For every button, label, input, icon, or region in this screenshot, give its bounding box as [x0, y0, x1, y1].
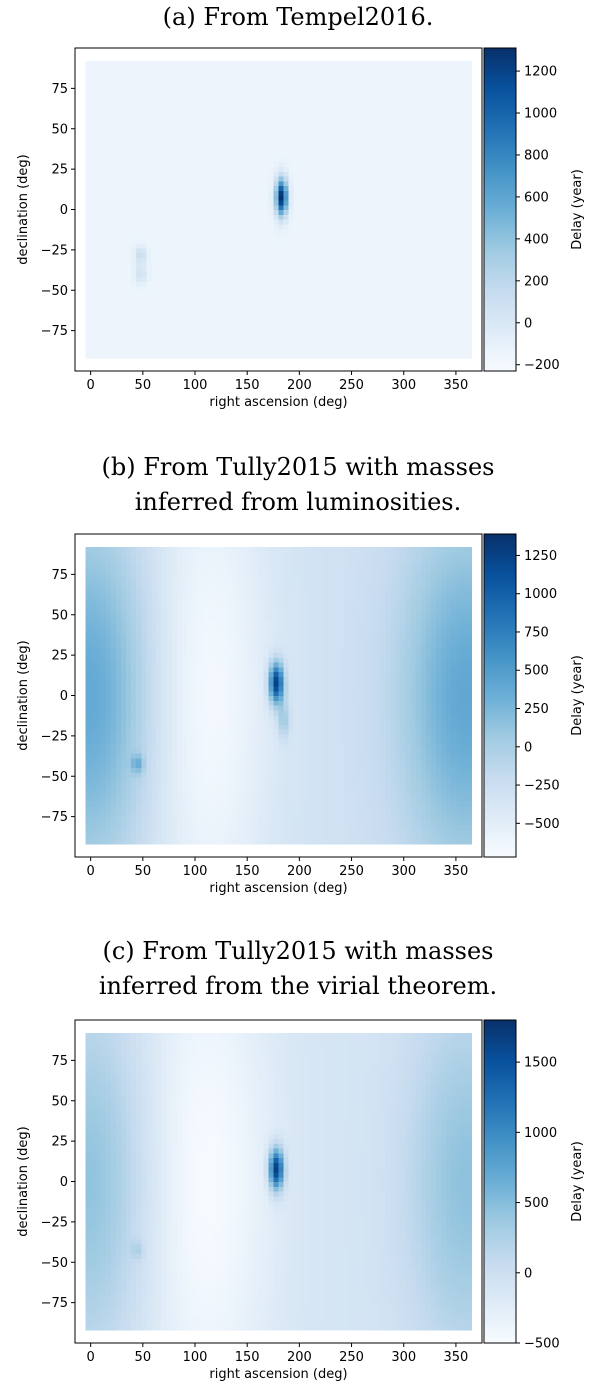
y-axis-label: declination (deg)	[16, 640, 31, 751]
x-tick-label: 0	[87, 864, 95, 879]
y-axis-label: declination (deg)	[16, 154, 31, 265]
colorbar-tick-label: 0	[524, 1266, 532, 1281]
y-tick-label: 0	[60, 1175, 68, 1190]
colorbar-tick-label: 500	[524, 1196, 549, 1211]
x-tick-label: 100	[183, 864, 208, 879]
x-tick-label: 300	[391, 864, 416, 879]
caption-a: (a) From Tempel2016.	[162, 3, 434, 31]
y-tick-label: −25	[41, 729, 68, 744]
x-tick-label: 50	[135, 378, 152, 393]
colorbar-tick-label: 1500	[524, 1056, 557, 1071]
colorbar-tick-label: 500	[524, 664, 549, 679]
caption-b-line2: inferred from luminosities.	[134, 488, 462, 516]
x-tick-label: 0	[87, 1350, 95, 1365]
x-tick-label: 50	[135, 1350, 152, 1365]
colorbar-tick-label: 1000	[524, 587, 557, 602]
x-axis-label: right ascension (deg)	[209, 1367, 347, 1382]
x-tick-label: 150	[235, 1350, 260, 1365]
y-tick-label: −75	[41, 1296, 68, 1311]
x-tick-label: 50	[135, 864, 152, 879]
caption-c-line2: inferred from the virial theorem.	[98, 972, 498, 1000]
x-tick-label: 350	[443, 1350, 468, 1365]
x-tick-label: 250	[339, 378, 364, 393]
colorbar-label: Delay (year)	[570, 1141, 585, 1222]
colorbar	[483, 47, 517, 372]
y-tick-label: 50	[51, 122, 68, 137]
y-tick-label: 0	[60, 203, 68, 218]
x-tick-label: 300	[391, 378, 416, 393]
x-tick-label: 200	[287, 864, 312, 879]
x-tick-label: 350	[443, 864, 468, 879]
y-axis-label: declination (deg)	[16, 1126, 31, 1237]
x-tick-label: 200	[287, 1350, 312, 1365]
x-tick-label: 150	[235, 378, 260, 393]
heatmap	[85, 60, 473, 359]
chart-panel-0: 0 50 100 150 200 250 300 3507550250−25−50−75rig…	[16, 47, 585, 410]
x-tick-label: 0	[87, 378, 95, 393]
y-tick-label: 50	[51, 608, 68, 623]
y-tick-label: 75	[51, 1054, 68, 1069]
colorbar-label: Delay (year)	[570, 655, 585, 736]
y-tick-label: 25	[51, 649, 68, 664]
colorbar-tick-label: 0	[524, 316, 532, 331]
caption-b-line1: (b) From Tully2015 with masses	[101, 453, 495, 481]
y-tick-label: −50	[41, 1256, 68, 1271]
colorbar-tick-label: 600	[524, 190, 549, 205]
x-tick-label: 100	[183, 1350, 208, 1365]
colorbar-tick-label: 200	[524, 274, 549, 289]
x-tick-label: 250	[339, 864, 364, 879]
colorbar-tick-label: −500	[524, 1337, 560, 1352]
colorbar-tick-label: 1250	[524, 549, 557, 564]
colorbar-tick-label: 250	[524, 702, 549, 717]
x-tick-label: 200	[287, 378, 312, 393]
colorbar	[483, 1019, 517, 1344]
y-tick-label: 75	[51, 568, 68, 583]
colorbar-tick-label: −500	[524, 817, 560, 832]
x-tick-label: 350	[443, 378, 468, 393]
y-tick-label: −25	[41, 243, 68, 258]
y-tick-label: 25	[51, 163, 68, 178]
y-tick-label: −25	[41, 1215, 68, 1230]
chart-panel-2: 0 50 100 150 200 250 300 3507550250−25−50−75rig…	[16, 1019, 585, 1382]
y-tick-label: 50	[51, 1094, 68, 1109]
heatmap	[85, 1032, 473, 1331]
y-tick-label: −75	[41, 324, 68, 339]
colorbar-tick-label: −250	[524, 779, 560, 794]
chart-panel-1: 0 50 100 150 200 250 300 3507550250−25−50−75rig…	[16, 533, 585, 896]
colorbar-tick-label: 1000	[524, 107, 557, 122]
colorbar-tick-label: 400	[524, 232, 549, 247]
x-axis-label: right ascension (deg)	[209, 395, 347, 410]
x-axis-label: right ascension (deg)	[209, 881, 347, 896]
x-tick-label: 150	[235, 864, 260, 879]
x-tick-label: 300	[391, 1350, 416, 1365]
colorbar-tick-label: 800	[524, 148, 549, 163]
colorbar-tick-label: 750	[524, 625, 549, 640]
colorbar-tick-label: −200	[524, 358, 560, 373]
x-tick-label: 100	[183, 378, 208, 393]
caption-c-line1: (c) From Tully2015 with masses	[102, 937, 494, 965]
y-tick-label: −75	[41, 810, 68, 825]
y-tick-label: −50	[41, 284, 68, 299]
y-tick-label: 25	[51, 1135, 68, 1150]
x-tick-label: 250	[339, 1350, 364, 1365]
y-tick-label: −50	[41, 770, 68, 785]
colorbar	[483, 533, 517, 858]
colorbar-label: Delay (year)	[570, 169, 585, 250]
y-tick-label: 0	[60, 689, 68, 704]
colorbar-tick-label: 1200	[524, 65, 557, 80]
colorbar-tick-label: 0	[524, 740, 532, 755]
colorbar-tick-label: 1000	[524, 1126, 557, 1141]
y-tick-label: 75	[51, 82, 68, 97]
heatmap	[85, 546, 473, 845]
